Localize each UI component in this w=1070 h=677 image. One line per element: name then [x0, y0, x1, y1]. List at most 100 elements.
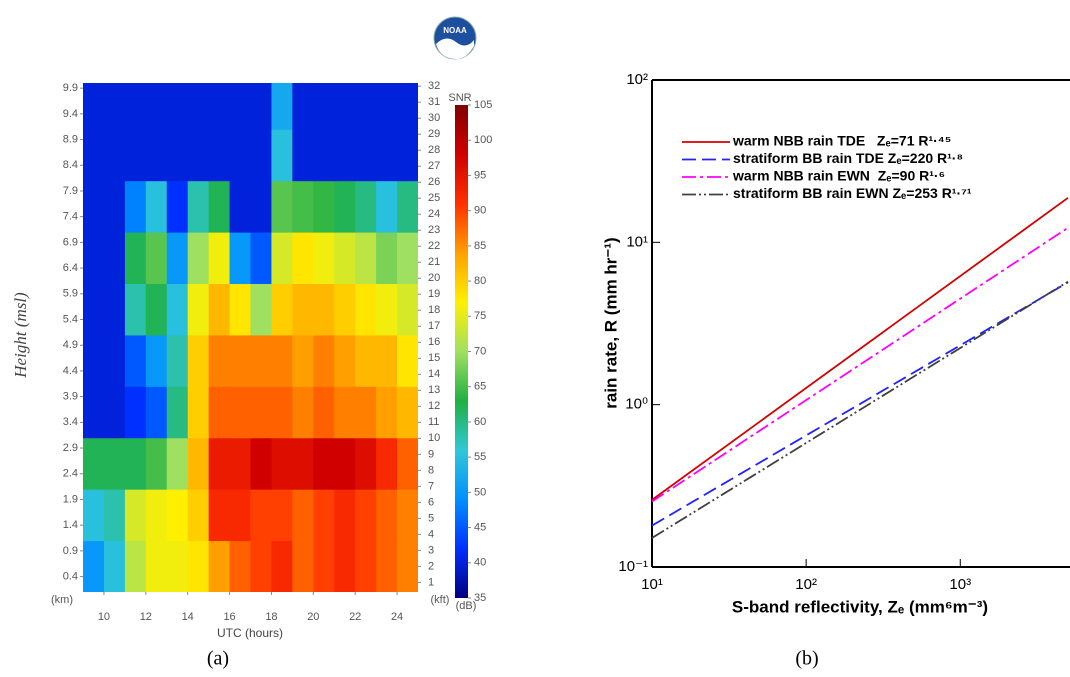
- heatmap-cell: [250, 386, 272, 439]
- heatmap-cell: [313, 180, 335, 233]
- heatmap-cell: [376, 180, 398, 233]
- logo-text: NOAA: [443, 26, 467, 35]
- x-tick-label: 20: [307, 611, 319, 623]
- heatmap-cell: [397, 283, 418, 336]
- y2-tick-label: 30: [428, 112, 440, 124]
- y2-tick-label: 28: [428, 144, 440, 156]
- heatmap-cell: [397, 180, 418, 233]
- heatmap-cell: [145, 129, 168, 182]
- heatmap-cell: [124, 437, 147, 490]
- y2-tick-label: 2: [428, 560, 434, 572]
- x-tick-label: 22: [349, 611, 361, 623]
- heatmap-cell: [397, 232, 418, 285]
- colorbar: [455, 105, 468, 598]
- y2-tick-label: 29: [428, 128, 440, 140]
- heatmap-cell: [103, 83, 126, 130]
- heatmap-cell: [355, 540, 377, 592]
- x-tick-label: 24: [391, 611, 403, 623]
- y2-tick-label: 18: [428, 304, 440, 316]
- colorbar-unit: (dB): [456, 600, 477, 612]
- heatmap-cell: [83, 283, 105, 336]
- x-tick-label: 16: [223, 611, 235, 623]
- heatmap-cell: [334, 83, 356, 130]
- heatmap-cell: [334, 129, 356, 182]
- y2-tick-label: 5: [428, 512, 434, 524]
- heatmap-cell: [145, 489, 168, 542]
- y-tick-label: 9.9: [63, 82, 78, 94]
- heatmap-cell: [334, 180, 356, 233]
- legend-label: warm NBB rain EWN Zₑ=90 R¹·⁶: [732, 168, 945, 184]
- heatmap-cell: [229, 437, 251, 490]
- heatmap-cell: [166, 83, 189, 130]
- heatmap-cell: [83, 334, 105, 387]
- heatmap-cell: [208, 129, 231, 182]
- heatmap-cell: [187, 437, 210, 490]
- y2-tick-label: 25: [428, 192, 440, 204]
- heatmap-cell: [103, 437, 126, 490]
- heatmap-cell: [376, 232, 398, 285]
- y2-tick-label: 7: [428, 480, 434, 492]
- heatmap-cell: [250, 129, 272, 182]
- y-tick-label: 7.4: [63, 211, 78, 223]
- heatmap-cell: [103, 232, 126, 285]
- heatmap-cell: [397, 83, 418, 130]
- heatmap-cell: [292, 386, 314, 439]
- heatmap-cell: [187, 83, 210, 130]
- heatmap-cell: [103, 386, 126, 439]
- heatmap-cell: [376, 437, 398, 490]
- colorbar-tick-label: 35: [474, 592, 486, 604]
- heatmap-cell: [166, 334, 189, 387]
- y-tick-label: 10²: [626, 71, 648, 88]
- y2-tick-label: 20: [428, 272, 440, 284]
- x-tick-label: 10³: [949, 576, 971, 593]
- colorbar-tick-label: 90: [474, 205, 486, 217]
- colorbar-tick-label: 50: [474, 486, 486, 498]
- heatmap-cell: [187, 283, 210, 336]
- heatmap-cell: [292, 489, 314, 542]
- heatmap-cell: [376, 386, 398, 439]
- heatmap-cell: [376, 540, 398, 592]
- y2-tick-label: 27: [428, 160, 440, 172]
- heatmap-cell: [376, 83, 398, 130]
- x-tick-label: 10: [98, 611, 110, 623]
- heatmap-cell: [166, 489, 189, 542]
- heatmap-cell: [166, 540, 189, 592]
- x-tick-label: 12: [140, 611, 152, 623]
- heatmap-cell: [397, 129, 418, 182]
- y-tick-label: 7.9: [63, 185, 78, 197]
- heatmap-cell: [250, 180, 272, 233]
- heatmap-cell: [376, 334, 398, 387]
- caption: (a): [207, 648, 229, 670]
- x-tick-label: 10²: [795, 576, 817, 593]
- heatmap-cell: [124, 232, 147, 285]
- logo-wave: [436, 38, 474, 60]
- colorbar-tick-label: 65: [474, 381, 486, 393]
- heatmap-cell: [83, 232, 105, 285]
- y2-tick-label: 1: [428, 576, 434, 588]
- y2-tick-label: 24: [428, 208, 440, 220]
- x-tick-label: 10¹: [641, 576, 663, 593]
- heatmap-cell: [208, 437, 231, 490]
- y2-tick-label: 23: [428, 224, 440, 236]
- heatmap-cell: [103, 283, 126, 336]
- heatmap-cell: [166, 386, 189, 439]
- heatmap-cell: [334, 283, 356, 336]
- heatmap-cell: [166, 283, 189, 336]
- colorbar-tick-label: 95: [474, 169, 486, 181]
- y-tick-label: 2.4: [63, 468, 78, 480]
- y-tick-label: 8.9: [63, 133, 78, 145]
- heatmap-cell: [334, 386, 356, 439]
- heatmap-cell: [166, 437, 189, 490]
- heatmap-cell: [124, 129, 147, 182]
- y-tick-label: 6.9: [63, 236, 78, 248]
- heatmap-cell: [187, 386, 210, 439]
- heatmap-cell: [250, 283, 272, 336]
- y2-tick-label: 14: [428, 368, 440, 380]
- x-tick-label: 18: [265, 611, 277, 623]
- colorbar-tick-label: 70: [474, 345, 486, 357]
- heatmap-cell: [229, 180, 251, 233]
- y-tick-label: 10⁻¹: [618, 558, 648, 575]
- heatmap-cell: [229, 334, 251, 387]
- y-unit: (km): [51, 594, 73, 606]
